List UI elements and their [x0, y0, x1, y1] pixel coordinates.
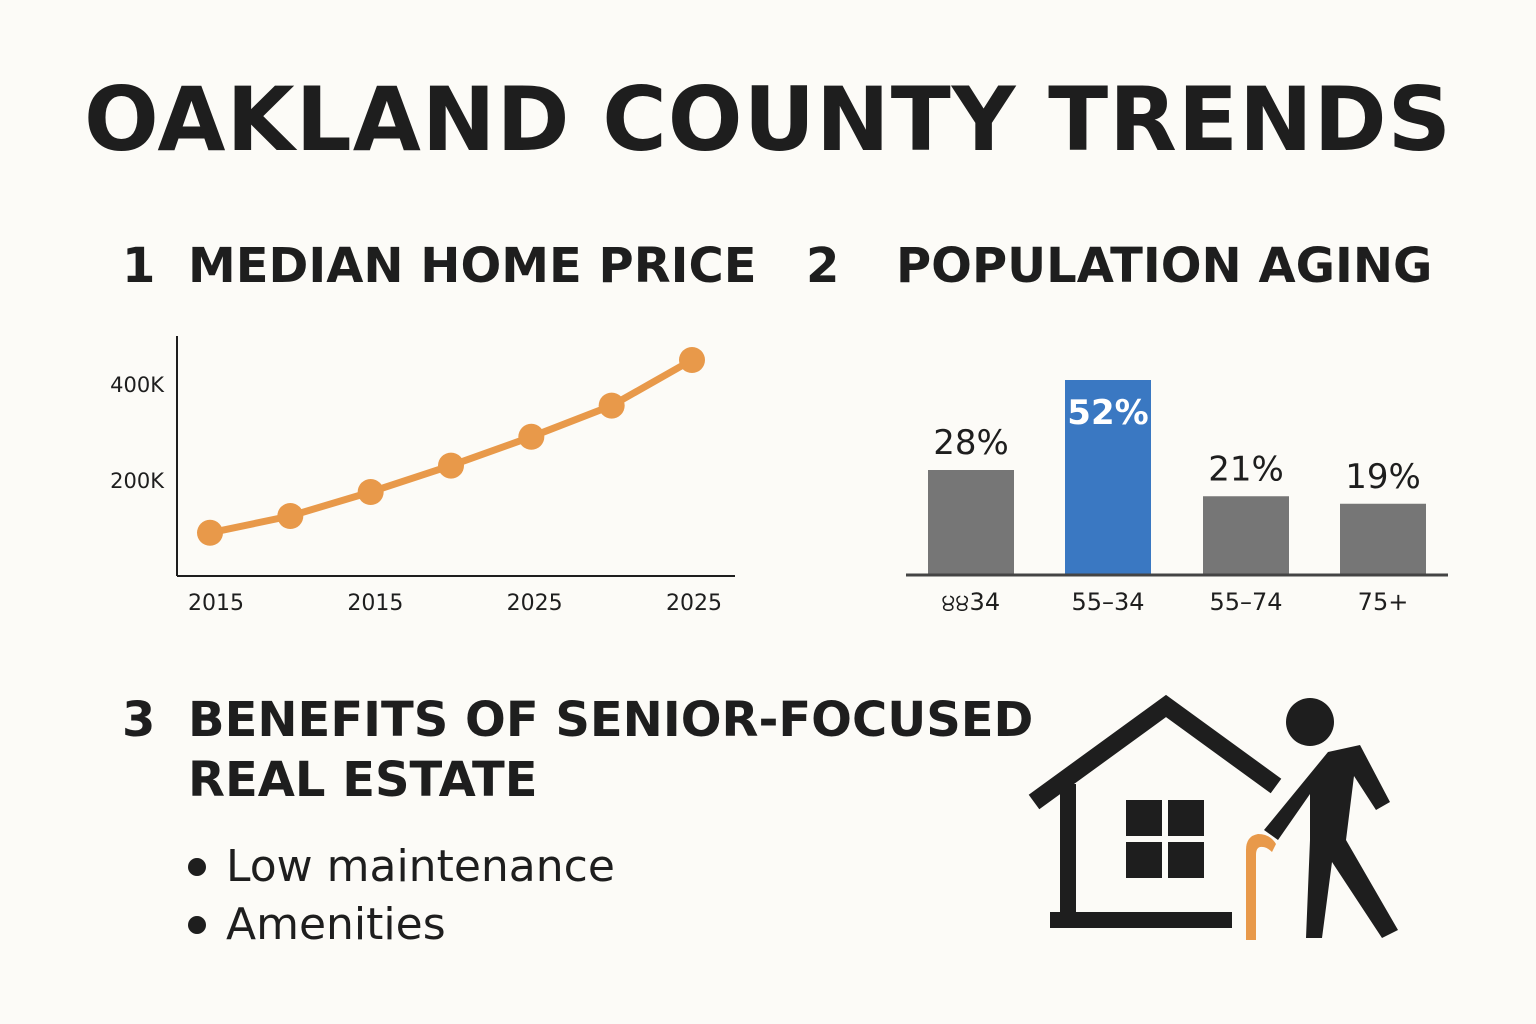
x-tick-label: ੪੪34 — [942, 588, 1000, 616]
y-tick-label: 400K — [110, 373, 165, 397]
senior-home-illustration — [1028, 694, 1398, 940]
section-3-title-line2: REAL ESTATE — [188, 752, 538, 808]
house-icon — [1028, 694, 1282, 928]
benefits-list: Low maintenance Amenities — [188, 838, 615, 954]
bullet-icon — [188, 916, 206, 934]
x-tick-label: 55–74 — [1209, 588, 1282, 616]
data-point — [357, 479, 384, 505]
list-item: Low maintenance — [188, 838, 615, 896]
section-2-number: 2 — [806, 238, 840, 294]
x-tick-label: 2025 — [666, 591, 722, 616]
data-point — [598, 392, 625, 419]
section-3-heading: 3 BENEFITS OF SENIOR-FOCUSED REAL ESTATE — [122, 692, 1033, 808]
x-tick-label: 2015 — [347, 591, 403, 616]
population-aging-chart: 28% ੪੪34 52% 55–34 21% 55–74 19% 75+ — [906, 380, 1448, 616]
data-point — [438, 452, 464, 479]
bar-value-label: 52% — [1067, 393, 1148, 433]
bullet-icon — [188, 858, 206, 876]
data-point — [679, 347, 705, 373]
x-tick-label: 2025 — [507, 591, 563, 616]
x-tick-label: 75+ — [1358, 588, 1409, 616]
section-1-title: MEDIAN HOME PRICE — [188, 238, 757, 294]
bar-value-label: 19% — [1345, 457, 1421, 497]
data-point — [518, 423, 545, 450]
section-2-title: POPULATION AGING — [896, 238, 1433, 294]
y-tick-label: 200K — [110, 469, 165, 493]
x-tick-label: 55–34 — [1071, 588, 1144, 616]
benefit-label: Low maintenance — [226, 841, 615, 892]
median-home-price-chart: 200K 400K 2015 2015 2025 2025 — [110, 336, 735, 616]
bar-value-label: 28% — [933, 423, 1009, 463]
benefit-label: Amenities — [226, 899, 446, 950]
section-1-number: 1 — [122, 238, 156, 294]
data-point — [197, 519, 223, 546]
section-1-heading: 1 MEDIAN HOME PRICE — [122, 238, 757, 294]
section-3-title-line1: BENEFITS OF SENIOR-FOCUSED — [188, 692, 1034, 748]
bar — [928, 470, 1014, 575]
bar — [1203, 496, 1289, 575]
section-2-heading: 2 POPULATION AGING — [806, 238, 1432, 294]
bar — [1340, 503, 1426, 575]
bar — [1065, 380, 1151, 575]
page-title: OAKLAND COUNTY TRENDS — [83, 68, 1453, 171]
section-3-number: 3 — [122, 692, 156, 748]
senior-with-cane-icon — [1246, 698, 1398, 940]
data-point — [277, 503, 304, 529]
list-item: Amenities — [188, 896, 615, 954]
bar-value-label: 21% — [1208, 449, 1284, 489]
x-tick-label: 2015 — [188, 591, 244, 616]
